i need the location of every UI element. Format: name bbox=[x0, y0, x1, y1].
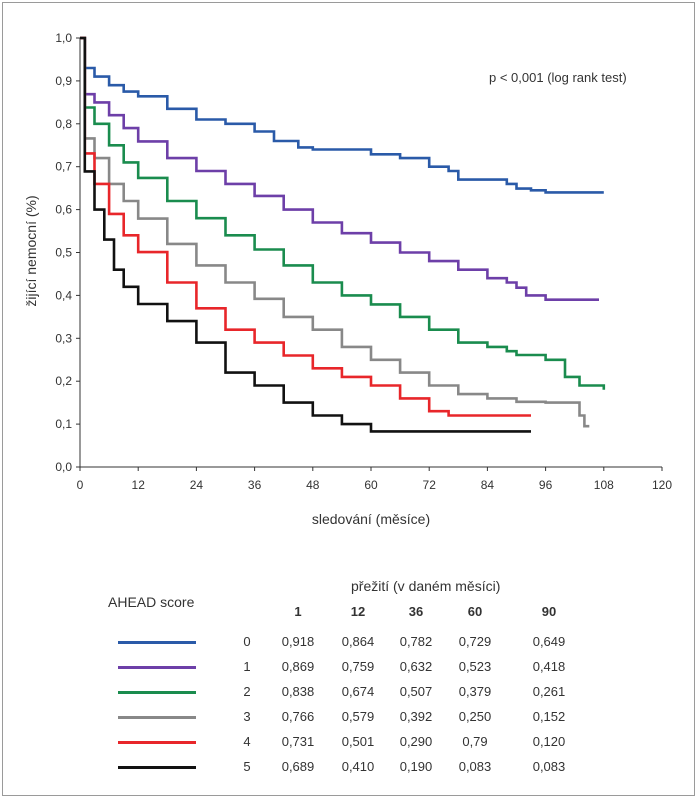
column-header-month: 1 bbox=[294, 604, 302, 619]
x-tick-label: 60 bbox=[364, 478, 378, 492]
survival-cell: 0,250 bbox=[458, 709, 492, 724]
score-value: 0 bbox=[243, 634, 251, 649]
y-tick-label: 0,8 bbox=[55, 117, 72, 131]
y-tick-label: 1,0 bbox=[55, 31, 72, 45]
series-line-score-0 bbox=[80, 36, 604, 194]
survival-cell: 0,79 bbox=[462, 734, 488, 749]
survival-cell: 0,766 bbox=[281, 709, 315, 724]
score-value: 2 bbox=[243, 684, 251, 699]
x-tick-label: 96 bbox=[539, 478, 553, 492]
survival-cell: 0,759 bbox=[341, 659, 375, 674]
y-tick-label: 0,0 bbox=[55, 460, 72, 474]
column-header-month: 60 bbox=[467, 604, 483, 619]
x-tick-label: 0 bbox=[77, 478, 84, 492]
series-line-score-4 bbox=[80, 36, 531, 417]
axes: 0 12 24 36 48 60 72 84 96 108 120 0,0 0,1 0,2 0,3 0,4 0,… bbox=[55, 31, 672, 492]
table-header: přežití (v daném měsíci) bbox=[351, 578, 501, 594]
column-header-month: 90 bbox=[541, 604, 557, 619]
survival-chart: 0 12 24 36 48 60 72 84 96 108 120 0,0 0,1 0,2 0,3 0,4 0,… bbox=[23, 31, 672, 527]
survival-cell: 0,523 bbox=[458, 659, 492, 674]
score-value: 3 bbox=[243, 709, 251, 724]
survival-cell: 0,083 bbox=[458, 759, 492, 774]
survival-cell: 0,501 bbox=[341, 734, 375, 749]
y-tick-label: 0,6 bbox=[55, 203, 72, 217]
survival-cell: 0,731 bbox=[281, 734, 315, 749]
series-lines bbox=[80, 36, 606, 433]
survival-cell: 0,120 bbox=[532, 734, 566, 749]
y-tick-label: 0,5 bbox=[55, 246, 72, 260]
survival-cell: 0,507 bbox=[399, 684, 433, 699]
table-row: 4 0,731 0,501 0,290 0,79 0,120 bbox=[0, 730, 699, 754]
legend-swatch bbox=[118, 691, 196, 694]
table-row: 3 0,766 0,579 0,392 0,250 0,152 bbox=[0, 705, 699, 729]
series-line-score-5 bbox=[80, 36, 531, 433]
survival-cell: 0,632 bbox=[399, 659, 433, 674]
survival-cell: 0,261 bbox=[532, 684, 566, 699]
y-tick-label: 0,4 bbox=[55, 288, 72, 302]
y-tick-label: 0,7 bbox=[55, 160, 72, 174]
x-tick-label: 120 bbox=[652, 478, 672, 492]
survival-cell: 0,782 bbox=[399, 634, 433, 649]
survival-cell: 0,689 bbox=[281, 759, 315, 774]
y-tick-label: 0,3 bbox=[55, 331, 72, 345]
x-tick-label: 12 bbox=[132, 478, 146, 492]
survival-cell: 0,864 bbox=[341, 634, 375, 649]
x-tick-label: 24 bbox=[190, 478, 204, 492]
table-row: 1 0,869 0,759 0,632 0,523 0,418 bbox=[0, 655, 699, 679]
series-line-score-3 bbox=[80, 36, 590, 428]
survival-cell: 0,729 bbox=[458, 634, 492, 649]
x-tick-label: 36 bbox=[248, 478, 262, 492]
survival-cell: 0,152 bbox=[532, 709, 566, 724]
table-row: 0 0,918 0,864 0,782 0,729 0,649 bbox=[0, 630, 699, 654]
x-axis-title: sledování (měsíce) bbox=[312, 511, 430, 527]
y-tick-label: 0,2 bbox=[55, 374, 72, 388]
legend-swatch bbox=[118, 641, 196, 644]
x-tick-label: 108 bbox=[594, 478, 614, 492]
legend-swatch bbox=[118, 716, 196, 719]
score-value: 1 bbox=[243, 659, 251, 674]
survival-cell: 0,410 bbox=[341, 759, 375, 774]
score-value: 5 bbox=[243, 759, 251, 774]
pvalue-annotation: p < 0,001 (log rank test) bbox=[489, 70, 627, 85]
survival-cell: 0,418 bbox=[532, 659, 566, 674]
column-header-month: 36 bbox=[408, 604, 424, 619]
column-header-month: 12 bbox=[350, 604, 366, 619]
x-tick-label: 84 bbox=[481, 478, 495, 492]
x-tick-label: 72 bbox=[423, 478, 437, 492]
row-label: AHEAD score bbox=[108, 594, 195, 610]
survival-cell: 0,918 bbox=[281, 634, 315, 649]
y-tick-label: 0,1 bbox=[55, 417, 72, 431]
y-tick-label: 0,9 bbox=[55, 74, 72, 88]
score-value: 4 bbox=[243, 734, 251, 749]
legend-swatch bbox=[118, 666, 196, 669]
survival-cell: 0,083 bbox=[532, 759, 566, 774]
series-line-score-2 bbox=[80, 36, 606, 390]
survival-cell: 0,579 bbox=[341, 709, 375, 724]
survival-cell: 0,649 bbox=[532, 634, 566, 649]
survival-cell: 0,838 bbox=[281, 684, 315, 699]
table-row: 5 0,689 0,410 0,190 0,083 0,083 bbox=[0, 755, 699, 779]
survival-cell: 0,379 bbox=[458, 684, 492, 699]
table-row: 2 0,838 0,674 0,507 0,379 0,261 bbox=[0, 680, 699, 704]
survival-cell: 0,190 bbox=[399, 759, 433, 774]
survival-cell: 0,392 bbox=[399, 709, 433, 724]
x-tick-label: 48 bbox=[306, 478, 320, 492]
legend-swatch bbox=[118, 766, 196, 769]
survival-cell: 0,869 bbox=[281, 659, 315, 674]
legend-swatch bbox=[118, 741, 196, 744]
survival-cell: 0,674 bbox=[341, 684, 375, 699]
y-axis-title: žijící nemocní (%) bbox=[23, 195, 39, 306]
series-line-score-1 bbox=[80, 36, 599, 301]
survival-table: AHEAD score přežití (v daném měsíci) 1 12… bbox=[0, 560, 699, 800]
survival-cell: 0,290 bbox=[399, 734, 433, 749]
